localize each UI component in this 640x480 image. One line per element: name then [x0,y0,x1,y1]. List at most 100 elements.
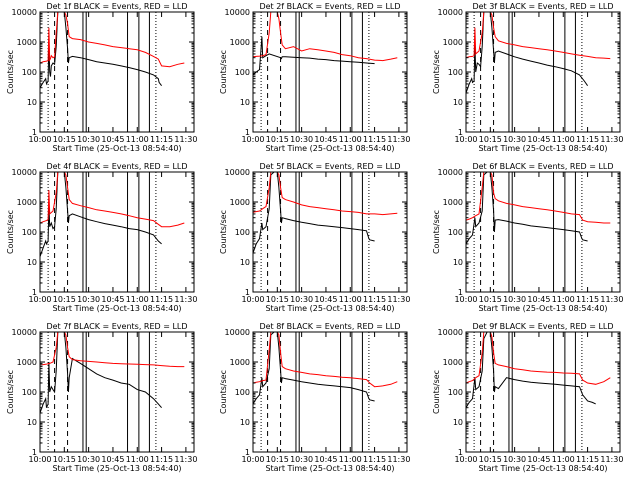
panel-6: 1 10 100 1000 10000 10:00 10:15 10:30 10:45 11:00… [432,162,623,313]
x-tick-label: 10:30 [290,295,313,304]
x-tick-label: 10:15 [266,135,289,144]
x-tick-label: 11:30 [174,135,197,144]
panel-1: 1 10 100 1000 10000 10:00 10:15 10:30 10:45 11:00… [6,2,197,153]
panel-title: Det 2f BLACK = Events, RED = LLD [259,2,400,11]
y-tick-label: 1 [32,448,37,457]
y-tick-label: 10 [240,98,250,107]
x-axis-label: Start Time (25-Oct-13 08:54:40) [478,464,607,473]
x-tick-label: 10:15 [266,455,289,464]
y-tick-label: 100 [22,68,37,77]
x-tick-label: 11:15 [150,295,173,304]
x-tick-label: 10:00 [241,295,264,304]
x-tick-label: 10:00 [28,295,51,304]
x-tick-label: 11:15 [576,455,599,464]
x-tick-label: 10:00 [454,455,477,464]
y-axis-label: Counts/sec [219,50,228,94]
y-tick-label: 10000 [438,168,463,177]
x-axis-label: Start Time (25-Oct-13 08:54:40) [52,144,181,153]
panel-title: Det 9f BLACK = Events, RED = LLD [472,322,613,331]
lld-series-line [253,12,398,62]
y-tick-label: 1 [458,128,463,137]
x-tick-label: 10:30 [503,295,526,304]
y-tick-label: 1 [245,128,250,137]
x-tick-label: 11:00 [126,135,149,144]
x-tick-label: 11:15 [576,135,599,144]
y-tick-label: 1000 [17,198,37,207]
y-axis-label: Counts/sec [432,50,441,94]
y-tick-label: 10 [453,418,463,427]
y-tick-label: 1 [458,288,463,297]
x-tick-label: 11:15 [363,295,386,304]
x-tick-label: 10:15 [266,295,289,304]
x-tick-label: 10:15 [479,135,502,144]
y-tick-label: 1000 [230,358,250,367]
events-series-line [40,12,162,88]
y-tick-label: 10000 [225,168,250,177]
x-tick-label: 11:00 [126,455,149,464]
x-tick-label: 10:15 [53,135,76,144]
events-series-line [466,172,588,245]
panel-4: 1 10 100 1000 10000 10:00 10:15 10:30 10:45 11:00… [6,162,197,313]
x-axis-label: Start Time (25-Oct-13 08:54:40) [478,144,607,153]
panel-title: Det 6f BLACK = Events, RED = LLD [472,162,613,171]
x-tick-label: 11:00 [552,455,575,464]
x-tick-label: 10:15 [479,455,502,464]
plot-frame [39,331,195,453]
x-tick-label: 10:00 [28,135,51,144]
x-tick-label: 10:45 [101,135,124,144]
y-tick-label: 10000 [225,8,250,17]
x-tick-label: 10:30 [77,295,100,304]
y-tick-label: 10 [27,98,37,107]
x-axis-label: Start Time (25-Oct-13 08:54:40) [265,304,394,313]
x-tick-label: 10:15 [53,455,76,464]
events-series-line [466,332,596,408]
lld-series-line [466,172,611,224]
x-tick-label: 10:00 [454,135,477,144]
y-tick-label: 100 [22,228,37,237]
x-tick-label: 10:30 [290,135,313,144]
y-tick-label: 1000 [443,198,463,207]
panel-title: Det 7f BLACK = Events, RED = LLD [46,322,187,331]
x-tick-label: 10:45 [527,455,550,464]
y-tick-label: 100 [448,68,463,77]
x-tick-label: 11:30 [600,295,623,304]
lld-series-line [466,332,611,385]
y-tick-label: 1000 [443,358,463,367]
x-tick-label: 10:30 [503,135,526,144]
y-axis-label: Counts/sec [6,50,15,94]
events-series-line [253,36,375,76]
panel-title: Det 8f BLACK = Events, RED = LLD [259,322,400,331]
y-tick-label: 10 [240,418,250,427]
x-tick-label: 10:00 [241,455,264,464]
y-tick-label: 10000 [438,328,463,337]
events-series-line [40,332,162,414]
x-tick-label: 11:30 [600,135,623,144]
x-tick-label: 10:45 [101,455,124,464]
y-tick-label: 100 [448,388,463,397]
panel-7: 1 10 100 1000 10000 10:00 10:15 10:30 10:45 11:00… [6,322,197,473]
x-axis-label: Start Time (25-Oct-13 08:54:40) [478,304,607,313]
lld-series-line [40,332,185,368]
x-tick-label: 11:15 [363,455,386,464]
x-tick-label: 11:30 [600,455,623,464]
y-tick-label: 1 [245,448,250,457]
plot-frame [252,11,408,133]
x-axis-label: Start Time (25-Oct-13 08:54:40) [265,144,394,153]
x-tick-label: 11:00 [339,455,362,464]
x-tick-label: 11:00 [126,295,149,304]
lld-series-line [466,12,611,60]
x-tick-label: 11:30 [174,455,197,464]
x-tick-label: 10:30 [503,455,526,464]
x-tick-label: 10:45 [527,295,550,304]
events-series-line [40,172,162,257]
y-tick-label: 10 [453,258,463,267]
y-tick-label: 100 [235,388,250,397]
y-tick-label: 10000 [12,168,37,177]
y-tick-label: 10 [27,258,37,267]
panel-title: Det 5f BLACK = Events, RED = LLD [259,162,400,171]
x-tick-label: 10:00 [28,455,51,464]
events-series-line [253,172,375,254]
y-tick-label: 10 [240,258,250,267]
lld-series-line [253,172,398,216]
